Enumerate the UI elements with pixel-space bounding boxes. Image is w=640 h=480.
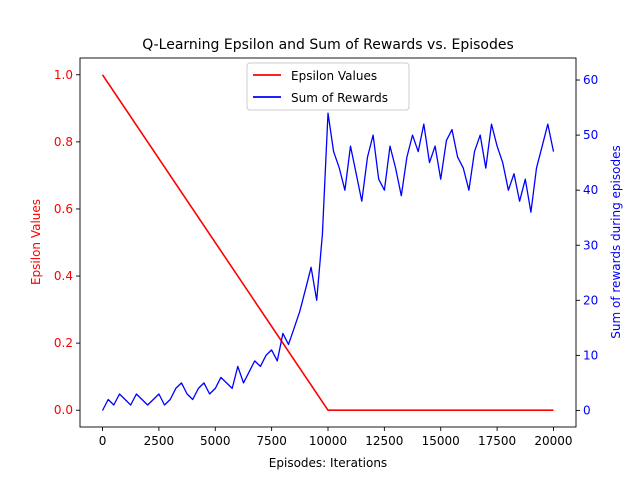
- y-right-tick-label: 40: [583, 183, 598, 197]
- y-left-tick-label: 1.0: [54, 68, 73, 82]
- x-tick-label: 0: [99, 434, 107, 448]
- x-tick-label: 7500: [256, 434, 287, 448]
- y-left-tick-label: 0.8: [54, 135, 73, 149]
- y-left-tick-label: 0.2: [54, 336, 73, 350]
- y-left-tick-label: 0.4: [54, 269, 73, 283]
- x-tick-label: 2500: [144, 434, 175, 448]
- y-axis-right: 0 10 20 30 40 50 60: [576, 73, 598, 417]
- x-tick-label: 10000: [309, 434, 347, 448]
- legend-box: [246, 62, 410, 111]
- x-tick-label: 20000: [534, 434, 572, 448]
- y-axis-left-label: Epsilon Values: [29, 199, 43, 285]
- y-right-tick-label: 0: [583, 403, 591, 417]
- series-line-rewards: [101, 112, 555, 411]
- legend-label-rewards: Sum of Rewards: [291, 91, 388, 105]
- plot-area: [79, 57, 577, 428]
- legend-label-epsilon: Epsilon Values: [291, 69, 377, 83]
- x-tick-label: 12500: [365, 434, 403, 448]
- y-right-tick-label: 30: [583, 238, 598, 252]
- series-line-epsilon: [101, 74, 554, 412]
- x-tick-label: 15000: [422, 434, 460, 448]
- series-layer: [101, 74, 555, 412]
- legend: Epsilon Values Sum of Rewards: [246, 62, 410, 111]
- y-left-tick-label: 0.6: [54, 202, 73, 216]
- y-axis-right-label: Sum of rewards during episodes: [609, 145, 623, 338]
- chart-title: Q-Learning Epsilon and Sum of Rewards vs…: [142, 37, 514, 53]
- y-left-tick-label: 0.0: [54, 403, 73, 417]
- x-axis: 0 2500 5000 7500 10000 12500 15000 17500 20000: [99, 427, 573, 448]
- x-tick-label: 5000: [200, 434, 231, 448]
- y-right-tick-label: 50: [583, 128, 598, 142]
- x-axis-label: Episodes: Iterations: [269, 456, 387, 470]
- y-axis-left: 0.0 0.2 0.4 0.6 0.8 1.0: [54, 68, 80, 417]
- y-right-tick-label: 60: [583, 73, 598, 87]
- x-tick-label: 17500: [478, 434, 516, 448]
- y-right-tick-label: 20: [583, 293, 598, 307]
- y-right-tick-label: 10: [583, 348, 598, 362]
